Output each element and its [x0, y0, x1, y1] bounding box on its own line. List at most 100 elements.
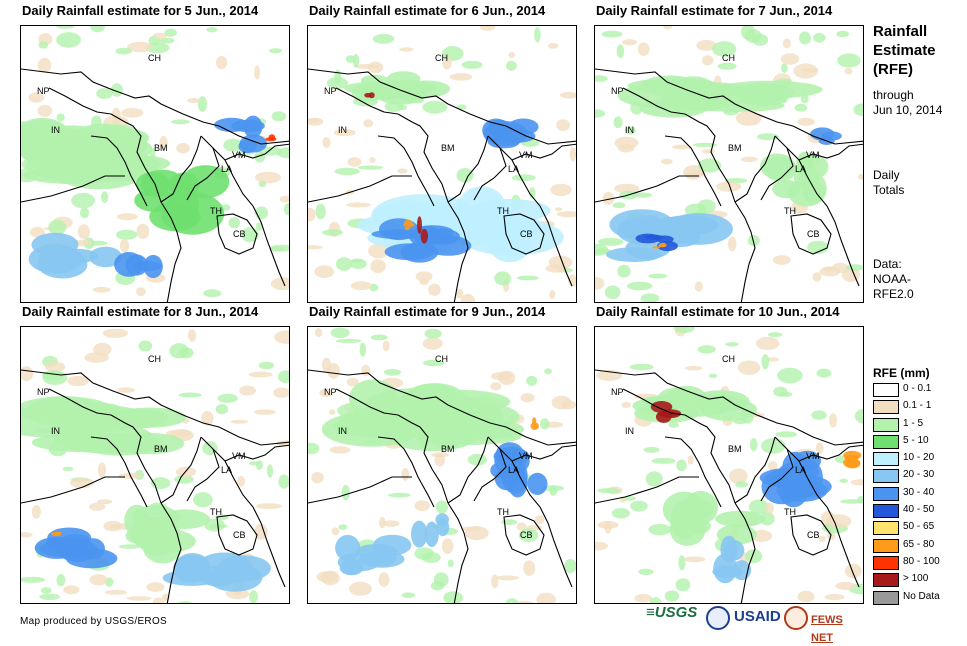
- through-date-value: Jun 10, 2014: [873, 103, 943, 117]
- data-line: RFE2.0: [873, 287, 914, 301]
- country-label-bm: BM: [728, 143, 742, 153]
- legend-swatch: [873, 469, 899, 484]
- country-label-np: NP: [324, 387, 337, 397]
- country-label-cb: CB: [520, 229, 533, 239]
- panel-title: Daily Rainfall estimate for 7 Jun., 2014: [596, 3, 833, 18]
- country-label-la: LA: [508, 465, 520, 475]
- legend-label: 50 - 65: [903, 521, 935, 533]
- map-credit: Map produced by USGS/EROS: [20, 616, 168, 627]
- usgs-logo: ≡USGS: [646, 604, 702, 622]
- legend-label: 40 - 50: [903, 504, 935, 516]
- legend-label: 80 - 100: [903, 555, 940, 567]
- data-line: NOAA-: [873, 272, 912, 286]
- country-label-cb: CB: [233, 530, 246, 540]
- country-label-bm: BM: [728, 444, 742, 454]
- country-label-ch: CH: [435, 354, 448, 364]
- country-label-in: IN: [338, 125, 347, 135]
- country-label-th: TH: [497, 507, 509, 517]
- country-label-np: NP: [611, 86, 624, 96]
- legend-label: 30 - 40: [903, 486, 935, 498]
- country-label-bm: BM: [441, 143, 455, 153]
- country-label-in: IN: [625, 426, 634, 436]
- country-label-cb: CB: [807, 229, 820, 239]
- legend-swatch: [873, 538, 899, 553]
- country-label-np: NP: [611, 387, 624, 397]
- country-label-cb: CB: [520, 530, 533, 540]
- country-label-th: TH: [784, 507, 796, 517]
- legend-swatch: [873, 417, 899, 432]
- through-date: through Jun 10, 2014: [873, 88, 942, 118]
- legend-label: 0 - 0.1: [903, 383, 932, 394]
- legend-swatch: [873, 400, 899, 415]
- sidebar-title-line: Rainfall: [873, 23, 928, 40]
- legend-label: 10 - 20: [903, 452, 935, 464]
- rainfall-map: CH NP IN BM LA VM TH CB: [594, 326, 864, 604]
- legend-swatch: [873, 504, 899, 519]
- country-label-np: NP: [324, 86, 337, 96]
- panel-title: Daily Rainfall estimate for 10 Jun., 201…: [596, 304, 840, 319]
- rainfall-map: CH NP IN BM LA VM TH CB: [594, 25, 864, 303]
- country-label-in: IN: [51, 125, 60, 135]
- country-label-vm: VM: [519, 451, 533, 461]
- usaid-logo: USAID: [734, 608, 781, 626]
- country-label-th: TH: [784, 206, 796, 216]
- legend-swatch: [873, 452, 899, 467]
- legend-label: 20 - 30: [903, 469, 935, 481]
- country-label-bm: BM: [441, 444, 455, 454]
- country-label-np: NP: [37, 387, 50, 397]
- country-label-vm: VM: [806, 451, 820, 461]
- country-label-bm: BM: [154, 444, 168, 454]
- country-label-np: NP: [37, 86, 50, 96]
- usaid-seal-icon: [706, 606, 730, 630]
- data-line: Data:: [873, 257, 902, 271]
- rainfall-map: CH NP IN BM LA VM TH CB: [20, 326, 290, 604]
- rainfall-map: CH NP IN BM LA VM TH CB: [20, 25, 290, 303]
- legend-label: 1 - 5: [903, 417, 924, 429]
- legend-swatch: [873, 555, 899, 570]
- country-label-in: IN: [51, 426, 60, 436]
- country-label-la: LA: [221, 164, 233, 174]
- daily-totals-label: Daily Totals: [873, 168, 904, 198]
- rainfall-map: CH NP IN BM LA VM TH CB: [307, 25, 577, 303]
- sidebar-title: Rainfall Estimate (RFE): [873, 22, 936, 79]
- country-label-la: LA: [508, 164, 520, 174]
- country-label-ch: CH: [148, 354, 161, 364]
- totals-line: Totals: [873, 183, 905, 197]
- country-label-vm: VM: [232, 451, 246, 461]
- country-label-ch: CH: [148, 53, 161, 63]
- sidebar-title-line: Estimate: [873, 42, 936, 59]
- country-label-cb: CB: [233, 229, 246, 239]
- country-label-vm: VM: [232, 150, 246, 160]
- panel-title: Daily Rainfall estimate for 9 Jun., 2014: [309, 304, 546, 319]
- legend-swatch: [873, 573, 899, 588]
- country-label-in: IN: [338, 426, 347, 436]
- usgs-logo-text: ≡USGS: [646, 604, 698, 621]
- country-label-la: LA: [221, 465, 233, 475]
- legend-label: > 100: [903, 573, 929, 585]
- country-label-ch: CH: [435, 53, 448, 63]
- through-label: through: [873, 88, 914, 102]
- legend-swatch: [873, 590, 899, 605]
- country-label-th: TH: [497, 206, 509, 216]
- fewsnet-seal-icon: [784, 606, 808, 630]
- data-source-label: Data: NOAA- RFE2.0: [873, 257, 914, 302]
- legend-swatch: [873, 434, 899, 449]
- fewsnet-logo: FEWS NET: [811, 610, 843, 646]
- legend-label: 65 - 80: [903, 538, 935, 550]
- panel-title: Daily Rainfall estimate for 6 Jun., 2014: [309, 3, 546, 18]
- legend-label: 5 - 10: [903, 434, 929, 446]
- legend-label: No Data: [903, 590, 940, 602]
- legend-swatch: [873, 521, 899, 536]
- rainfall-map: CH NP IN BM LA VM TH CB: [307, 326, 577, 604]
- country-label-th: TH: [210, 507, 222, 517]
- country-label-cb: CB: [807, 530, 820, 540]
- panel-title: Daily Rainfall estimate for 8 Jun., 2014: [22, 304, 259, 319]
- country-label-ch: CH: [722, 53, 735, 63]
- country-label-vm: VM: [806, 150, 820, 160]
- country-label-vm: VM: [519, 150, 533, 160]
- legend-swatch: [873, 486, 899, 501]
- legend-title: RFE (mm): [873, 366, 930, 380]
- legend-swatch: [873, 383, 899, 397]
- country-label-la: LA: [795, 465, 807, 475]
- usaid-logo-text: USAID: [734, 608, 781, 625]
